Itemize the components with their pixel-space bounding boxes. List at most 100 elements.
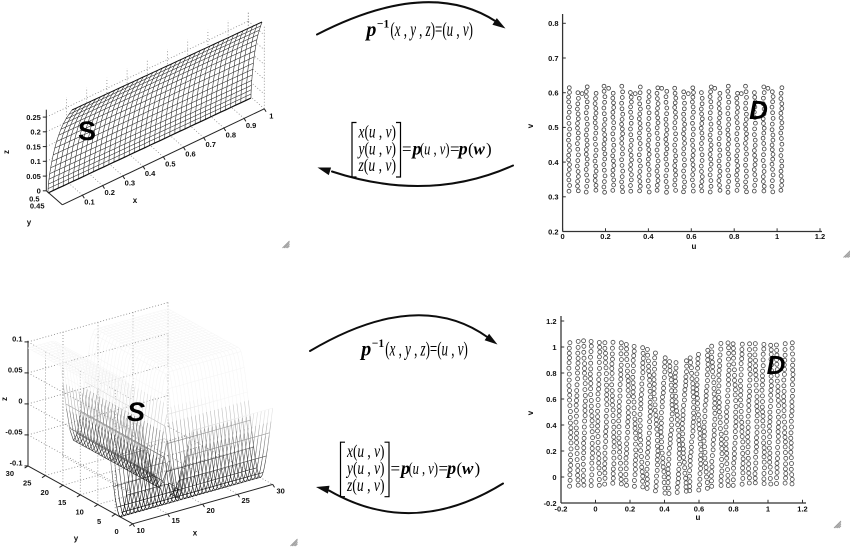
svg-text:0.05: 0.05 xyxy=(8,365,23,374)
svg-text:(x , y , z)=(u , v): (x , y , z)=(u , v) xyxy=(390,19,473,41)
svg-text:z(u , v): z(u , v) xyxy=(358,155,396,175)
svg-text:5: 5 xyxy=(97,517,101,526)
svg-text:0.1: 0.1 xyxy=(30,157,40,166)
svg-text:0.2: 0.2 xyxy=(625,505,635,514)
svg-text:0: 0 xyxy=(561,232,565,241)
svg-text:p: p xyxy=(399,458,410,478)
svg-text:25: 25 xyxy=(23,479,31,488)
svg-text:(: ( xyxy=(457,459,463,478)
svg-text:0.8: 0.8 xyxy=(728,505,738,514)
svg-text:0.05: 0.05 xyxy=(26,172,41,181)
svg-text:=: = xyxy=(391,459,401,478)
svg-text:): ) xyxy=(475,459,481,478)
svg-text:-0.05: -0.05 xyxy=(5,427,22,436)
svg-text:0.8: 0.8 xyxy=(546,369,556,378)
svg-text:0.5: 0.5 xyxy=(548,123,558,132)
svg-text:p: p xyxy=(364,19,376,41)
svg-text:0.9: 0.9 xyxy=(246,121,256,130)
svg-text:=: = xyxy=(439,459,449,478)
svg-text:y: y xyxy=(27,218,32,227)
svg-text:0.6: 0.6 xyxy=(548,89,558,98)
svg-text:0.1: 0.1 xyxy=(12,334,22,343)
svg-text:30: 30 xyxy=(277,486,285,495)
svg-text:0.2: 0.2 xyxy=(104,188,114,197)
svg-text:25: 25 xyxy=(242,496,250,505)
svg-text:-0.1: -0.1 xyxy=(10,458,23,467)
svg-text:S: S xyxy=(78,116,96,146)
svg-text:x: x xyxy=(133,196,138,205)
svg-text:0.7: 0.7 xyxy=(548,54,558,63)
svg-text:0.2: 0.2 xyxy=(600,232,610,241)
svg-text:z(u , v): z(u , v) xyxy=(346,475,384,495)
svg-text:0: 0 xyxy=(115,527,119,536)
svg-text:15: 15 xyxy=(58,498,66,507)
svg-text:0.4: 0.4 xyxy=(643,232,654,241)
svg-text:S: S xyxy=(127,397,145,427)
svg-text:0.6: 0.6 xyxy=(694,505,704,514)
svg-text:-0.2: -0.2 xyxy=(544,499,557,508)
svg-text:0.2: 0.2 xyxy=(546,447,556,456)
svg-text:1: 1 xyxy=(766,505,770,514)
svg-text:v: v xyxy=(526,123,535,128)
svg-text:0.4: 0.4 xyxy=(145,169,156,178)
svg-text:): ) xyxy=(486,140,492,159)
svg-text:0.3: 0.3 xyxy=(548,193,558,202)
svg-text:x(u , v): x(u , v) xyxy=(358,122,396,142)
svg-text:0.8: 0.8 xyxy=(548,19,558,28)
svg-text:z: z xyxy=(0,397,9,401)
svg-text:0.2: 0.2 xyxy=(30,128,40,137)
svg-text:y(u , v): y(u , v) xyxy=(357,138,396,158)
svg-text:1.2: 1.2 xyxy=(546,317,556,326)
svg-text:x: x xyxy=(193,529,198,538)
svg-text:y: y xyxy=(74,534,79,543)
svg-text:p: p xyxy=(411,139,422,159)
svg-text:20: 20 xyxy=(207,506,215,515)
svg-text:z: z xyxy=(2,150,11,154)
svg-text:p: p xyxy=(359,339,371,361)
svg-text:15: 15 xyxy=(172,516,180,525)
svg-text:w: w xyxy=(474,140,486,159)
svg-text:−1: −1 xyxy=(372,338,385,350)
svg-text:0.7: 0.7 xyxy=(205,140,215,149)
svg-text:p: p xyxy=(457,139,468,159)
svg-text:-0.2: -0.2 xyxy=(555,505,568,514)
svg-text:1: 1 xyxy=(552,343,556,352)
svg-text:0: 0 xyxy=(18,396,22,405)
svg-text:0: 0 xyxy=(37,187,41,196)
svg-text:0.1: 0.1 xyxy=(84,198,94,207)
svg-text:30: 30 xyxy=(6,469,14,478)
svg-text:(u , v): (u , v) xyxy=(420,140,450,159)
svg-text:x(u , v): x(u , v) xyxy=(346,441,384,461)
svg-text:0.45: 0.45 xyxy=(30,202,45,211)
svg-text:1: 1 xyxy=(775,232,779,241)
svg-text:0.4: 0.4 xyxy=(659,505,670,514)
svg-text:u: u xyxy=(692,242,697,251)
svg-text:−1: −1 xyxy=(377,19,390,31)
svg-text:(: ( xyxy=(468,140,474,159)
svg-text:u: u xyxy=(696,513,701,522)
svg-text:=: = xyxy=(450,140,460,159)
svg-text:0.4: 0.4 xyxy=(548,158,559,167)
svg-text:0.6: 0.6 xyxy=(546,395,556,404)
svg-text:0.2: 0.2 xyxy=(548,227,558,236)
svg-text:1.2: 1.2 xyxy=(815,232,825,241)
svg-text:0.5: 0.5 xyxy=(29,195,39,204)
svg-text:1: 1 xyxy=(269,111,273,120)
svg-text:1.2: 1.2 xyxy=(797,505,807,514)
svg-text:10: 10 xyxy=(75,508,83,517)
svg-text:0.3: 0.3 xyxy=(125,179,135,188)
svg-text:0.6: 0.6 xyxy=(686,232,696,241)
svg-text:20: 20 xyxy=(41,488,49,497)
svg-text:(u , v): (u , v) xyxy=(409,459,439,478)
svg-text:v: v xyxy=(526,410,535,415)
svg-text:0.8: 0.8 xyxy=(729,232,739,241)
svg-text:D: D xyxy=(767,350,786,380)
svg-text:0.5: 0.5 xyxy=(165,159,175,168)
svg-text:0.8: 0.8 xyxy=(226,131,236,140)
svg-text:0: 0 xyxy=(552,473,556,482)
svg-text:0.4: 0.4 xyxy=(546,421,557,430)
svg-text:p: p xyxy=(445,458,456,478)
svg-text:0.6: 0.6 xyxy=(185,150,195,159)
svg-text:10: 10 xyxy=(137,526,145,535)
svg-text:=: = xyxy=(402,140,412,159)
